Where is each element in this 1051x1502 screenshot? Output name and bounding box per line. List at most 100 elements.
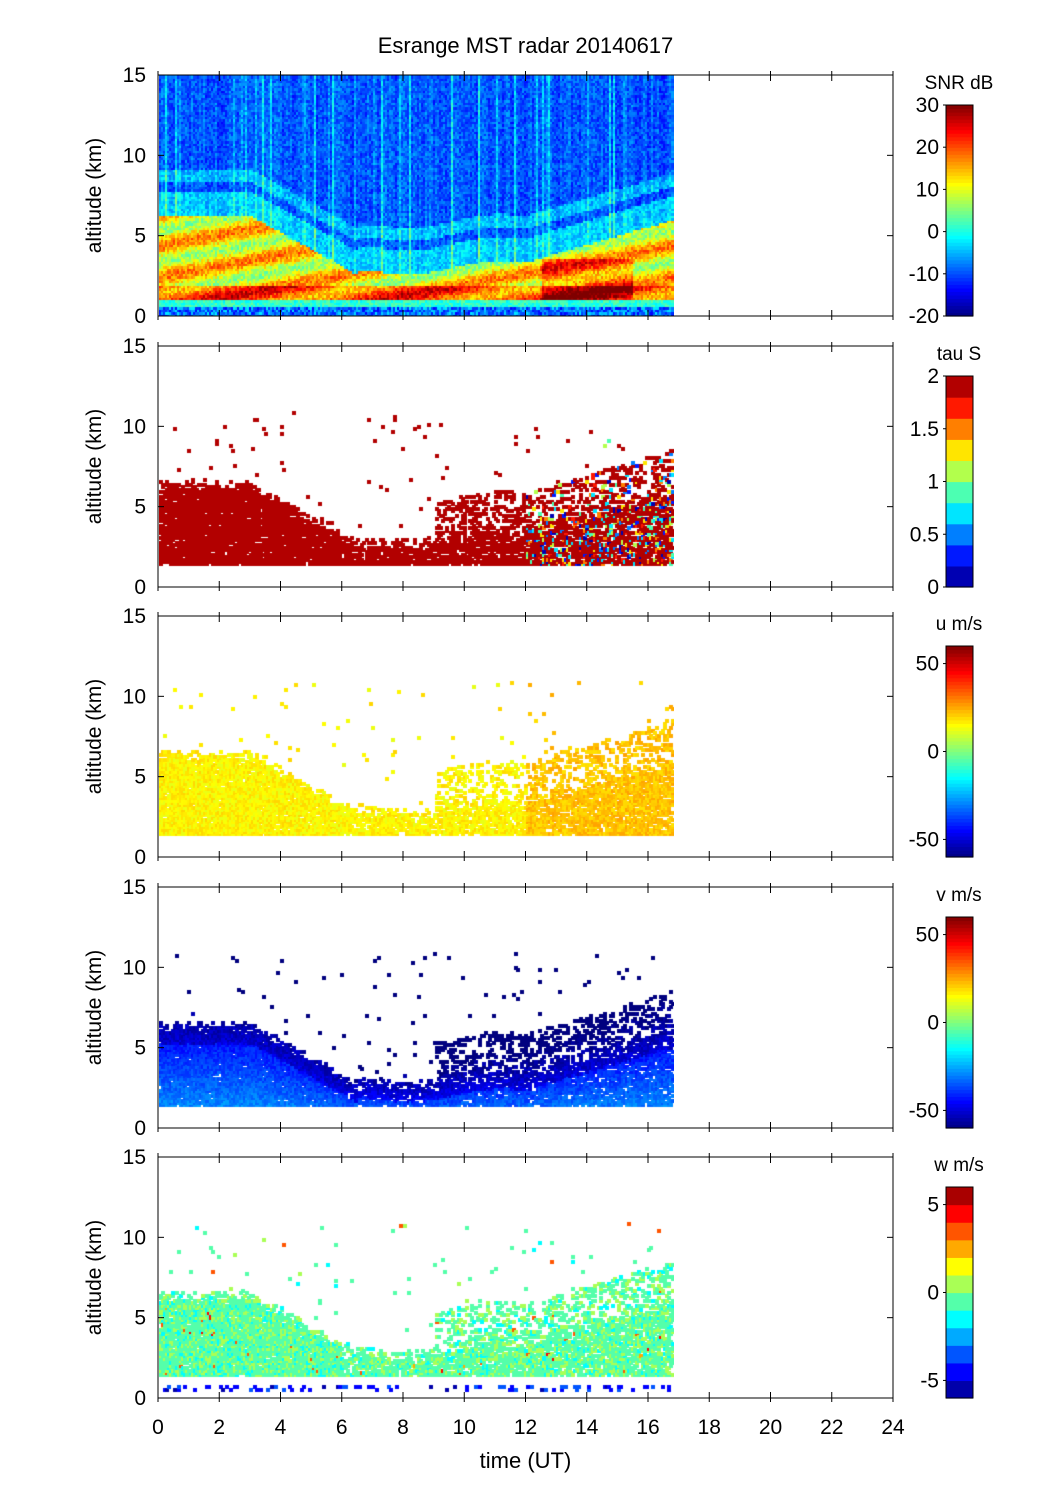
- colorbar-band: [946, 161, 973, 166]
- colorbar-band: [946, 1257, 973, 1276]
- colorbar-band: [946, 653, 973, 658]
- colorbar-band: [946, 646, 973, 651]
- colorbar-band: [946, 277, 973, 282]
- colorbar-tick-label: 5: [927, 1194, 939, 1217]
- colorbar-band: [946, 1099, 973, 1104]
- colorbar-band: [946, 667, 973, 672]
- y-tick-label: 5: [134, 1307, 146, 1330]
- y-tick-label: 5: [134, 225, 146, 248]
- colorbar-band: [946, 1036, 973, 1041]
- w-heatmap: [159, 1157, 674, 1398]
- colorbar-band: [946, 772, 973, 777]
- colorbar-band: [946, 797, 973, 802]
- y-tick-label: 15: [123, 876, 146, 899]
- colorbar-band: [946, 719, 973, 724]
- colorbar-band: [946, 733, 973, 739]
- colorbar-band: [946, 1187, 973, 1206]
- colorbar-band: [946, 157, 973, 162]
- x-tick-label: 6: [336, 1416, 348, 1439]
- colorbar-band: [946, 164, 973, 169]
- colorbar-band: [946, 853, 973, 858]
- y-tick-label: 10: [123, 144, 146, 167]
- colorbar-band: [946, 825, 973, 830]
- colorbar-band: [946, 779, 973, 784]
- colorbar-band: [946, 312, 973, 317]
- colorbar-tick-label: 0: [927, 221, 939, 244]
- colorbar-band: [946, 140, 973, 145]
- colorbar-band: [946, 1117, 973, 1122]
- colorbar-band: [946, 811, 973, 816]
- colorbar-band: [946, 723, 973, 728]
- colorbar-band: [946, 966, 973, 971]
- colorbar-band: [946, 122, 973, 127]
- colorbar-band: [946, 804, 973, 809]
- colorbar-band: [946, 376, 973, 398]
- w-axes-frame: [157, 1156, 894, 1399]
- colorbar-band: [946, 821, 973, 826]
- colorbar-band: [946, 674, 973, 679]
- snr-heatmap: [159, 75, 674, 316]
- colorbar-band: [946, 1222, 973, 1241]
- y-axis-label: altitude (km): [83, 138, 106, 254]
- colorbar-band: [946, 1047, 973, 1052]
- colorbar-band: [946, 1050, 973, 1055]
- y-tick-label: 10: [123, 1226, 146, 1249]
- x-tick-label: 24: [881, 1416, 905, 1439]
- colorbar-band: [946, 835, 973, 841]
- colorbar-band: [946, 206, 973, 212]
- colorbar-band: [946, 1110, 973, 1115]
- colorbar-band: [946, 256, 973, 261]
- y-axis-label: altitude (km): [83, 679, 106, 795]
- colorbar-band: [946, 973, 973, 978]
- y-tick-label: 0: [134, 1387, 146, 1410]
- colorbar-band: [946, 786, 973, 791]
- u-axes-frame: [157, 615, 894, 858]
- colorbar-band: [946, 178, 973, 183]
- colorbar-band: [946, 1327, 973, 1346]
- colorbar-band: [946, 1103, 973, 1108]
- x-tick-label: 4: [275, 1416, 287, 1439]
- colorbar-band: [946, 129, 973, 134]
- colorbar-tick-label: 20: [916, 136, 939, 159]
- colorbar-band: [946, 1011, 973, 1017]
- colorbar-band: [946, 1075, 973, 1080]
- colorbar-band: [946, 214, 973, 219]
- y-tick-label: 10: [123, 685, 146, 708]
- colorbar-band: [946, 217, 973, 222]
- snr-colorbar-frame: [945, 104, 974, 317]
- colorbar-band: [946, 755, 973, 760]
- colorbar-band: [946, 1061, 973, 1066]
- colorbar-band: [946, 203, 973, 208]
- colorbar-band: [946, 747, 973, 753]
- colorbar-band: [946, 565, 973, 588]
- v-heatmap: [159, 887, 674, 1128]
- colorbar-band: [946, 677, 973, 682]
- colorbar-band: [946, 941, 973, 946]
- colorbar-band: [946, 1057, 973, 1062]
- colorbar-band: [946, 115, 973, 120]
- colorbar-band: [946, 1310, 973, 1329]
- colorbar-band: [946, 1068, 973, 1073]
- colorbar-band: [946, 762, 973, 767]
- colorbar-label: w m/s: [933, 1155, 984, 1176]
- colorbar-band: [946, 481, 973, 504]
- x-axis-label: time (UT): [479, 1448, 572, 1473]
- colorbar-tick-label: 0: [927, 576, 939, 599]
- colorbar-tick-label: 30: [916, 94, 939, 117]
- colorbar-band: [946, 983, 973, 988]
- colorbar-tick-label: 1.5: [910, 418, 939, 441]
- colorbar-band: [946, 800, 973, 805]
- colorbar-band: [946, 136, 973, 141]
- colorbar-tick-label: -50: [909, 1099, 939, 1122]
- colorbar-band: [946, 842, 973, 848]
- colorbar-tick-label: 50: [916, 924, 939, 947]
- colorbar-band: [946, 927, 973, 932]
- colorbar-band: [946, 143, 973, 148]
- y-tick-label: 5: [134, 766, 146, 789]
- colorbar-band: [946, 1239, 973, 1258]
- colorbar-band: [946, 1018, 973, 1024]
- colorbar-band: [946, 231, 973, 236]
- colorbar-band: [946, 301, 973, 307]
- colorbar-band: [946, 210, 973, 215]
